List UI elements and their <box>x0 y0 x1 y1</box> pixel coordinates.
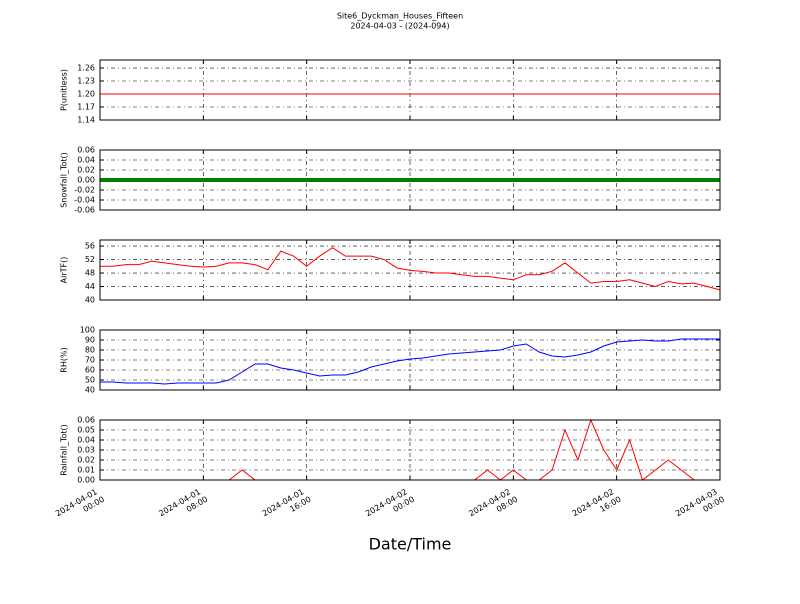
y-tick-label: 56 <box>85 242 95 251</box>
y-tick-label: 40 <box>85 296 95 305</box>
plot-frame <box>99 239 721 301</box>
plot-frame <box>99 419 721 481</box>
data-line <box>100 247 721 291</box>
y-tick-label: 100 <box>80 326 95 335</box>
y-axis-label: Snowfall_Tot() <box>60 152 69 208</box>
y-tick-label: 70 <box>85 356 95 365</box>
y-tick-label: 0.03 <box>77 446 95 455</box>
y-tick-label: 1.14 <box>77 116 95 125</box>
y-tick-label: 48 <box>85 269 95 278</box>
y-tick-label: 0.02 <box>77 456 95 465</box>
y-tick-label: 0.06 <box>77 416 95 425</box>
y-tick-label: 40 <box>85 386 95 395</box>
y-axis-label: RH(%) <box>60 347 69 372</box>
y-tick-label: -0.02 <box>74 186 95 195</box>
plot-frame <box>99 329 721 391</box>
plot-frame <box>99 59 721 121</box>
y-axis-label: Rainfall_Tot() <box>60 424 69 476</box>
y-tick-label: 0.00 <box>77 476 95 485</box>
y-tick-label: 0.01 <box>77 466 95 475</box>
y-tick-label: 0.02 <box>77 166 95 175</box>
y-axis-label: AirTF() <box>60 257 69 284</box>
y-tick-label: 1.20 <box>77 90 95 99</box>
y-tick-label: 44 <box>85 282 95 291</box>
y-tick-label: 1.17 <box>77 103 95 112</box>
y-tick-label: 0.04 <box>77 156 95 165</box>
plot-frame <box>99 149 721 211</box>
x-axis-label: Date/Time <box>369 535 452 554</box>
y-tick-label: 1.26 <box>77 64 95 73</box>
y-tick-label: -0.04 <box>74 196 95 205</box>
y-axis-label: P(unitless) <box>60 69 69 111</box>
y-tick-label: 60 <box>85 366 95 375</box>
y-tick-label: -0.06 <box>74 206 95 215</box>
y-tick-label: 0.06 <box>77 146 95 155</box>
y-tick-label: 52 <box>85 255 95 264</box>
y-tick-label: 0.00 <box>77 176 95 185</box>
y-tick-label: 50 <box>85 376 95 385</box>
y-tick-label: 90 <box>85 336 95 345</box>
y-tick-label: 1.23 <box>77 77 95 86</box>
figure-title: Site6_Dyckman_Houses_Fifteen <box>337 12 463 21</box>
y-tick-label: 0.05 <box>77 426 95 435</box>
data-line <box>100 338 720 385</box>
y-tick-label: 80 <box>85 346 95 355</box>
figure-subtitle: 2024-04-03 - (2024-094) <box>350 22 449 31</box>
y-tick-label: 0.04 <box>77 436 95 445</box>
